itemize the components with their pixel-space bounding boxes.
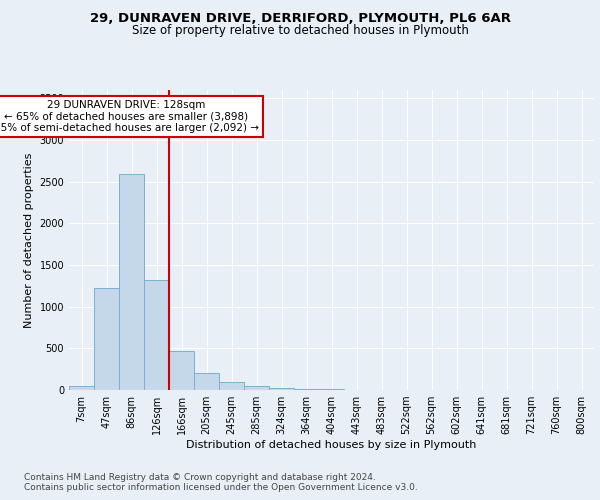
Bar <box>294 388 319 390</box>
Bar <box>219 382 244 390</box>
Text: Contains HM Land Registry data © Crown copyright and database right 2024.: Contains HM Land Registry data © Crown c… <box>24 472 376 482</box>
Bar <box>94 288 119 390</box>
Bar <box>119 174 144 390</box>
Y-axis label: Number of detached properties: Number of detached properties <box>24 152 34 328</box>
X-axis label: Distribution of detached houses by size in Plymouth: Distribution of detached houses by size … <box>187 440 476 450</box>
Bar <box>69 386 94 390</box>
Text: Size of property relative to detached houses in Plymouth: Size of property relative to detached ho… <box>131 24 469 37</box>
Bar <box>319 389 344 390</box>
Bar <box>144 280 169 390</box>
Bar <box>169 351 194 390</box>
Bar <box>269 388 294 390</box>
Text: 29 DUNRAVEN DRIVE: 128sqm
← 65% of detached houses are smaller (3,898)
35% of se: 29 DUNRAVEN DRIVE: 128sqm ← 65% of detac… <box>0 100 259 133</box>
Bar <box>244 386 269 390</box>
Bar <box>194 372 219 390</box>
Text: Contains public sector information licensed under the Open Government Licence v3: Contains public sector information licen… <box>24 482 418 492</box>
Text: 29, DUNRAVEN DRIVE, DERRIFORD, PLYMOUTH, PL6 6AR: 29, DUNRAVEN DRIVE, DERRIFORD, PLYMOUTH,… <box>89 12 511 26</box>
